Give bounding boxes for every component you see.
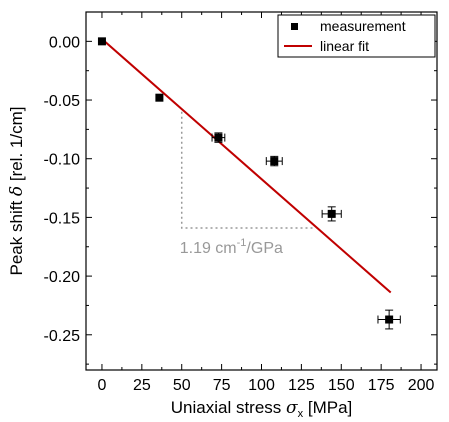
y-axis-title: Peak shift δ [rel. 1/cm] <box>7 107 27 276</box>
data-marker <box>327 209 336 218</box>
y-tick-label: -0.25 <box>44 328 81 345</box>
x-tick-label: 175 <box>368 377 395 394</box>
x-axis-title-subscript: x <box>298 408 304 420</box>
y-axis-title-prefix: Peak shift <box>7 196 26 275</box>
x-axis-title-suffix: [MPa] <box>303 398 352 417</box>
y-axis-title-suffix: [rel. 1/cm] <box>7 107 26 186</box>
x-tick-label: 50 <box>173 377 191 394</box>
x-tick-label: 200 <box>408 377 435 394</box>
axis-ticks: 0 25 50 75 100 125 150 175 200 0.00 -0.05 -0.10 -0.1… <box>44 12 437 394</box>
x-tick-label: 0 <box>98 377 107 394</box>
fit-line-layer <box>101 38 392 294</box>
x-axis-title-prefix: Uniaxial stress <box>171 398 286 417</box>
x-tick-label: 100 <box>248 377 275 394</box>
plot-frame <box>85 11 438 371</box>
data-point <box>211 132 226 143</box>
slope-annotation <box>180 111 315 229</box>
fit-line <box>101 38 392 294</box>
data-marker <box>385 315 394 324</box>
data-point <box>377 309 401 330</box>
slope-label-main: 1.19 cm <box>180 240 237 257</box>
slope-label: 1.19 cm-1/GPa <box>180 237 283 257</box>
data-marker <box>97 37 106 46</box>
y-tick-label: -0.20 <box>44 269 81 286</box>
x-axis-title-symbol: σ <box>286 398 298 418</box>
legend-marker-measurement <box>291 23 298 30</box>
x-tick-label: 75 <box>213 377 231 394</box>
legend-label-linear-fit: linear fit <box>320 38 369 54</box>
data-points-layer <box>97 37 401 330</box>
x-tick-label: 25 <box>133 377 151 394</box>
data-marker <box>270 157 279 166</box>
y-tick-label: -0.10 <box>44 152 81 169</box>
data-point <box>155 93 164 102</box>
y-tick-label: -0.15 <box>44 210 81 227</box>
x-axis-title: Uniaxial stress σx [MPa] <box>171 398 353 420</box>
data-point <box>265 155 283 167</box>
y-tick-label: -0.05 <box>44 93 81 110</box>
data-marker <box>155 93 164 102</box>
x-tick-label: 150 <box>328 377 355 394</box>
y-axis-title-symbol: δ <box>7 186 27 196</box>
legend-box <box>277 14 436 58</box>
slope-triangle <box>180 111 315 229</box>
slope-label-sup: -1 <box>237 237 247 249</box>
slope-label-tail: /GPa <box>246 240 283 257</box>
data-point <box>321 206 342 222</box>
data-marker <box>214 133 223 142</box>
legend: measurement linear fit <box>277 14 436 58</box>
plot-frame-rect <box>85 11 438 371</box>
x-tick-label: 125 <box>288 377 315 394</box>
data-point <box>97 37 106 46</box>
legend-label-measurement: measurement <box>320 18 406 34</box>
y-tick-label: 0.00 <box>49 34 80 51</box>
